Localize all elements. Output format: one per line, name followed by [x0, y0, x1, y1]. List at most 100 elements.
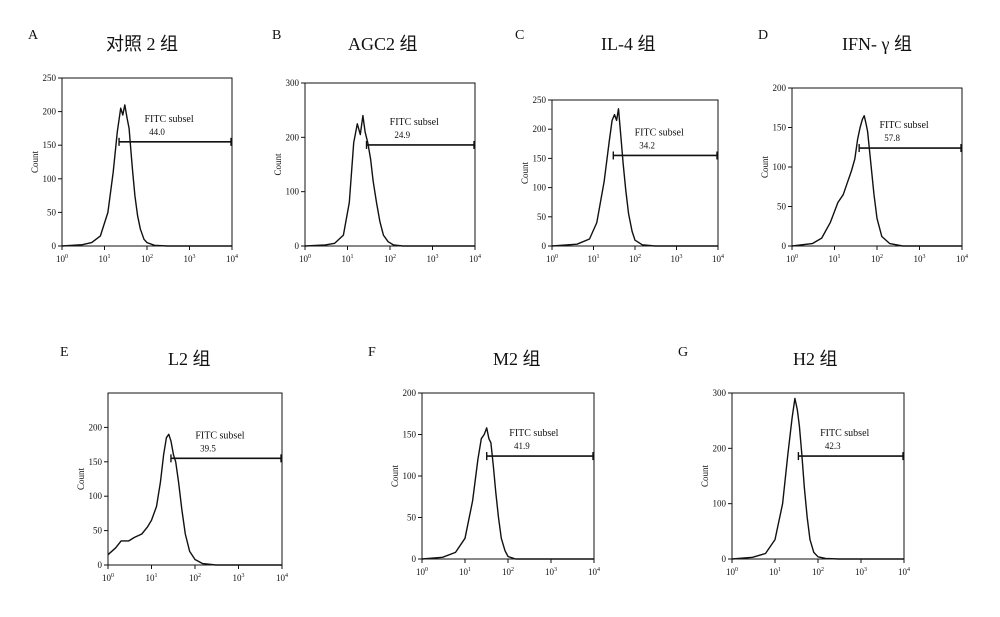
y-tick-label: 100 [403, 471, 417, 481]
y-tick-label: 0 [98, 560, 103, 570]
y-tick-label: 50 [537, 212, 547, 222]
x-tick-label: 102 [871, 254, 883, 264]
y-axis-label: Count [700, 465, 710, 488]
y-axis-label: Count [273, 153, 283, 176]
x-tick-label: 100 [546, 254, 558, 264]
gate-label: FITC subsel [879, 120, 928, 131]
x-tick-label: 104 [469, 254, 481, 264]
y-tick-label: 0 [722, 554, 727, 564]
x-tick-label: 103 [671, 254, 683, 264]
panel-letter: B [272, 28, 282, 43]
plot-frame [304, 82, 476, 247]
histogram-plot-c: 0 50 100 150 200 250 100 101 102 103 104 Count FITC … [520, 95, 724, 264]
y-tick-label: 100 [43, 174, 57, 184]
x-tick-label: 101 [829, 254, 841, 264]
gate-value: 57.8 [884, 133, 900, 143]
y-tick-label: 150 [773, 123, 787, 133]
x-tick-label: 101 [588, 254, 600, 264]
y-tick-label: 150 [403, 430, 417, 440]
histogram-plot-e: 0 50 100 150 200 100 101 102 103 104 Count FITC sub… [76, 392, 288, 583]
x-tick-label: 102 [629, 254, 641, 264]
y-tick-label: 0 [52, 241, 57, 251]
x-tick-label: 100 [726, 567, 738, 577]
panel-title: IFN- γ 组 [842, 34, 912, 54]
histogram-line [421, 427, 594, 560]
histogram-line [791, 115, 962, 247]
panel-title: IL-4 组 [601, 34, 656, 54]
histogram-plot-a: 0 50 100 150 200 250 100 101 102 103 104 Count FITC … [30, 73, 238, 264]
gate-label: FITC subsel [820, 428, 869, 439]
y-axis-label: Count [520, 162, 530, 185]
y-tick-label: 0 [782, 241, 787, 251]
y-tick-label: 200 [89, 422, 103, 432]
gate-label: FITC subsel [635, 127, 684, 138]
y-tick-label: 150 [89, 457, 103, 467]
histogram-line [304, 114, 475, 247]
x-tick-label: 103 [427, 254, 439, 264]
x-tick-label: 101 [99, 254, 111, 264]
histogram-line [107, 433, 282, 566]
gate-label: FITC subsel [195, 430, 244, 441]
x-tick-label: 104 [956, 254, 968, 264]
histogram-line [551, 108, 718, 247]
x-tick-label: 100 [56, 254, 68, 264]
plot-frame [791, 87, 963, 247]
y-axis-label: Count [30, 151, 40, 174]
x-tick-label: 103 [233, 573, 245, 583]
x-tick-label: 101 [459, 567, 471, 577]
panel-letter: G [678, 345, 689, 360]
y-tick-label: 200 [43, 107, 57, 117]
plot-frame [551, 99, 719, 247]
panel-letter: E [60, 345, 69, 360]
plot-frame [61, 77, 233, 247]
gate-label: FITC subsel [509, 428, 558, 439]
x-tick-label: 104 [276, 573, 288, 583]
y-tick-label: 250 [43, 73, 57, 83]
y-tick-label: 300 [286, 78, 300, 88]
y-tick-label: 100 [773, 162, 787, 172]
y-tick-label: 50 [93, 526, 103, 536]
x-tick-label: 102 [812, 567, 824, 577]
x-tick-label: 104 [588, 567, 600, 577]
y-tick-label: 200 [286, 132, 300, 142]
plot-frame [421, 392, 595, 560]
y-tick-label: 200 [713, 443, 727, 453]
panel-title: 对照 2 组 [106, 34, 178, 54]
x-tick-label: 103 [545, 567, 557, 577]
gate-value: 44.0 [149, 127, 165, 137]
x-tick-label: 103 [914, 254, 926, 264]
panel-letter: F [368, 345, 376, 360]
x-tick-label: 102 [502, 567, 514, 577]
y-tick-label: 0 [295, 241, 300, 251]
y-tick-label: 50 [777, 202, 787, 212]
panel-title: AGC2 组 [348, 34, 418, 54]
y-axis-label: Count [760, 156, 770, 179]
gate-value: 41.9 [514, 441, 530, 451]
y-tick-label: 250 [533, 95, 547, 105]
panel-title: M2 组 [493, 349, 541, 369]
gate-value: 42.3 [825, 441, 841, 451]
panel-letter: D [758, 28, 769, 43]
x-tick-label: 100 [416, 567, 428, 577]
gate-value: 24.9 [394, 130, 410, 140]
x-tick-label: 101 [342, 254, 354, 264]
y-tick-label: 100 [89, 491, 103, 501]
panel-title: H2 组 [793, 349, 838, 369]
x-tick-label: 100 [786, 254, 798, 264]
panel-title: L2 组 [168, 349, 211, 369]
gate-label: FITC subsel [144, 114, 193, 125]
x-tick-label: 104 [226, 254, 238, 264]
y-tick-label: 0 [542, 241, 547, 251]
gate-value: 34.2 [639, 140, 655, 150]
x-tick-label: 100 [102, 573, 114, 583]
x-tick-label: 102 [189, 573, 201, 583]
x-tick-label: 100 [299, 254, 311, 264]
y-axis-label: Count [390, 465, 400, 488]
y-tick-label: 0 [412, 554, 417, 564]
x-tick-label: 104 [898, 567, 910, 577]
y-tick-label: 200 [533, 124, 547, 134]
gate-label: FITC subsel [390, 117, 439, 128]
x-tick-label: 104 [712, 254, 724, 264]
y-tick-label: 300 [713, 388, 727, 398]
plot-frame [731, 392, 905, 560]
